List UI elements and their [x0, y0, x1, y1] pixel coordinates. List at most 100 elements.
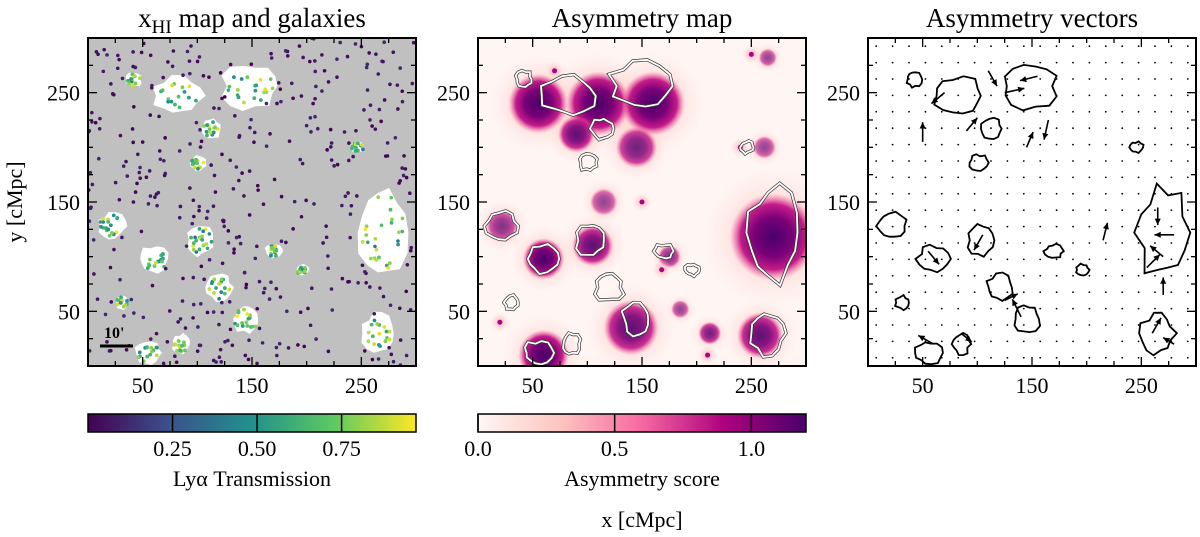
- vector-grid-point: [1170, 242, 1173, 244]
- vector-grid-point: [1170, 45, 1173, 48]
- vector-grid-point: [1137, 274, 1140, 277]
- galaxy-point: [189, 235, 194, 240]
- vector-arrowhead: [1154, 218, 1161, 225]
- galaxy-point: [99, 224, 103, 229]
- galaxy-point: [246, 316, 251, 321]
- x-tick-label: 250: [345, 373, 378, 398]
- galaxy-point: [170, 83, 174, 88]
- galaxy-point: [154, 345, 159, 350]
- galaxy-point: [217, 296, 221, 301]
- vector-grid-point: [1055, 356, 1058, 359]
- vector-grid-point: [1186, 143, 1189, 146]
- vector-grid-point: [924, 209, 927, 212]
- galaxy-point: [398, 306, 402, 311]
- vector-grid-point: [973, 258, 976, 261]
- vector-grid-point: [875, 356, 878, 359]
- colorbar-tick-label: 1.0: [738, 436, 766, 461]
- galaxy-point: [90, 110, 94, 115]
- galaxy-point: [297, 44, 302, 48]
- contour-line: [514, 69, 533, 88]
- galaxy-point: [226, 241, 231, 245]
- vector-grid-point: [1104, 291, 1107, 294]
- vector-grid-point: [875, 192, 878, 195]
- galaxy-point: [122, 314, 126, 318]
- galaxy-point: [177, 215, 182, 220]
- vector-arrowhead: [1163, 337, 1171, 344]
- galaxy-point: [90, 120, 94, 124]
- vector-grid-point: [1154, 45, 1156, 48]
- galaxy-point: [272, 177, 277, 182]
- galaxy-point: [286, 346, 291, 350]
- galaxy-point: [195, 161, 200, 166]
- galaxy-point: [382, 40, 386, 45]
- galaxy-point: [115, 215, 120, 220]
- galaxy-point: [183, 326, 188, 330]
- colorbar-tick-label: 0.5: [601, 436, 629, 461]
- vector-grid-point: [1072, 225, 1074, 228]
- galaxy-point: [194, 250, 199, 254]
- galaxy-point: [257, 326, 262, 331]
- galaxy-point: [368, 256, 373, 261]
- vector-grid-point: [940, 78, 943, 80]
- vector-grid-point: [1104, 307, 1107, 310]
- vector-grid-point: [1039, 209, 1042, 212]
- vector-grid-point: [924, 324, 927, 326]
- galaxy-point: [198, 145, 203, 149]
- galaxy-point: [193, 235, 197, 240]
- galaxy-point: [397, 181, 401, 185]
- galaxy-point: [329, 145, 333, 149]
- vector-grid-point: [908, 324, 910, 326]
- galaxy-point: [365, 240, 370, 245]
- y-tick-label: 150: [437, 190, 470, 215]
- vector-grid-point: [1170, 324, 1173, 326]
- galaxy-point: [213, 125, 217, 130]
- galaxy-point: [202, 277, 206, 282]
- vector-grid-point: [1055, 127, 1058, 130]
- galaxy-point: [214, 360, 218, 364]
- galaxy-point: [140, 140, 145, 144]
- galaxy-point: [148, 337, 153, 341]
- galaxy-point: [221, 219, 226, 224]
- galaxy-point: [368, 285, 372, 289]
- vector-grid-point: [1088, 192, 1091, 195]
- vector-arrowhead: [1153, 254, 1160, 262]
- galaxy-point: [173, 102, 177, 107]
- contour-line: [502, 293, 519, 311]
- vector-grid-point: [940, 340, 943, 343]
- vector-grid-point: [940, 291, 943, 294]
- galaxy-point: [110, 231, 114, 235]
- galaxy-point: [385, 141, 390, 145]
- galaxy-point: [254, 83, 259, 88]
- galaxy-point: [226, 338, 230, 343]
- galaxy-point: [200, 237, 205, 242]
- galaxy-point: [222, 224, 227, 229]
- galaxy-point: [375, 322, 380, 326]
- vector-grid-point: [891, 176, 894, 179]
- vector-arrowhead: [970, 117, 978, 125]
- galaxy-point: [202, 124, 206, 128]
- galaxy-point: [398, 338, 403, 342]
- colorbar-transmission: [87, 413, 417, 433]
- vector-grid-point: [1088, 78, 1091, 80]
- vector-grid-point: [990, 356, 992, 359]
- vector-grid-point: [1170, 160, 1173, 162]
- galaxy-point: [178, 348, 183, 353]
- galaxy-point: [162, 173, 167, 178]
- galaxy-point: [181, 276, 185, 281]
- vector-grid-point: [1104, 110, 1107, 113]
- galaxy-point: [205, 123, 209, 128]
- vector-grid-point: [990, 160, 992, 162]
- galaxy-point: [154, 260, 158, 265]
- vector-grid-point: [924, 176, 927, 179]
- galaxy-point: [197, 204, 202, 209]
- galaxy-point: [268, 132, 272, 136]
- galaxy-point: [152, 264, 157, 269]
- vector-grid-point: [973, 45, 976, 48]
- galaxy-point: [274, 286, 279, 291]
- galaxy-point: [409, 245, 414, 250]
- vector-grid-point: [957, 274, 960, 277]
- galaxy-point: [222, 286, 227, 290]
- vector-grid-point: [1039, 143, 1042, 146]
- region-contour: [1042, 242, 1066, 259]
